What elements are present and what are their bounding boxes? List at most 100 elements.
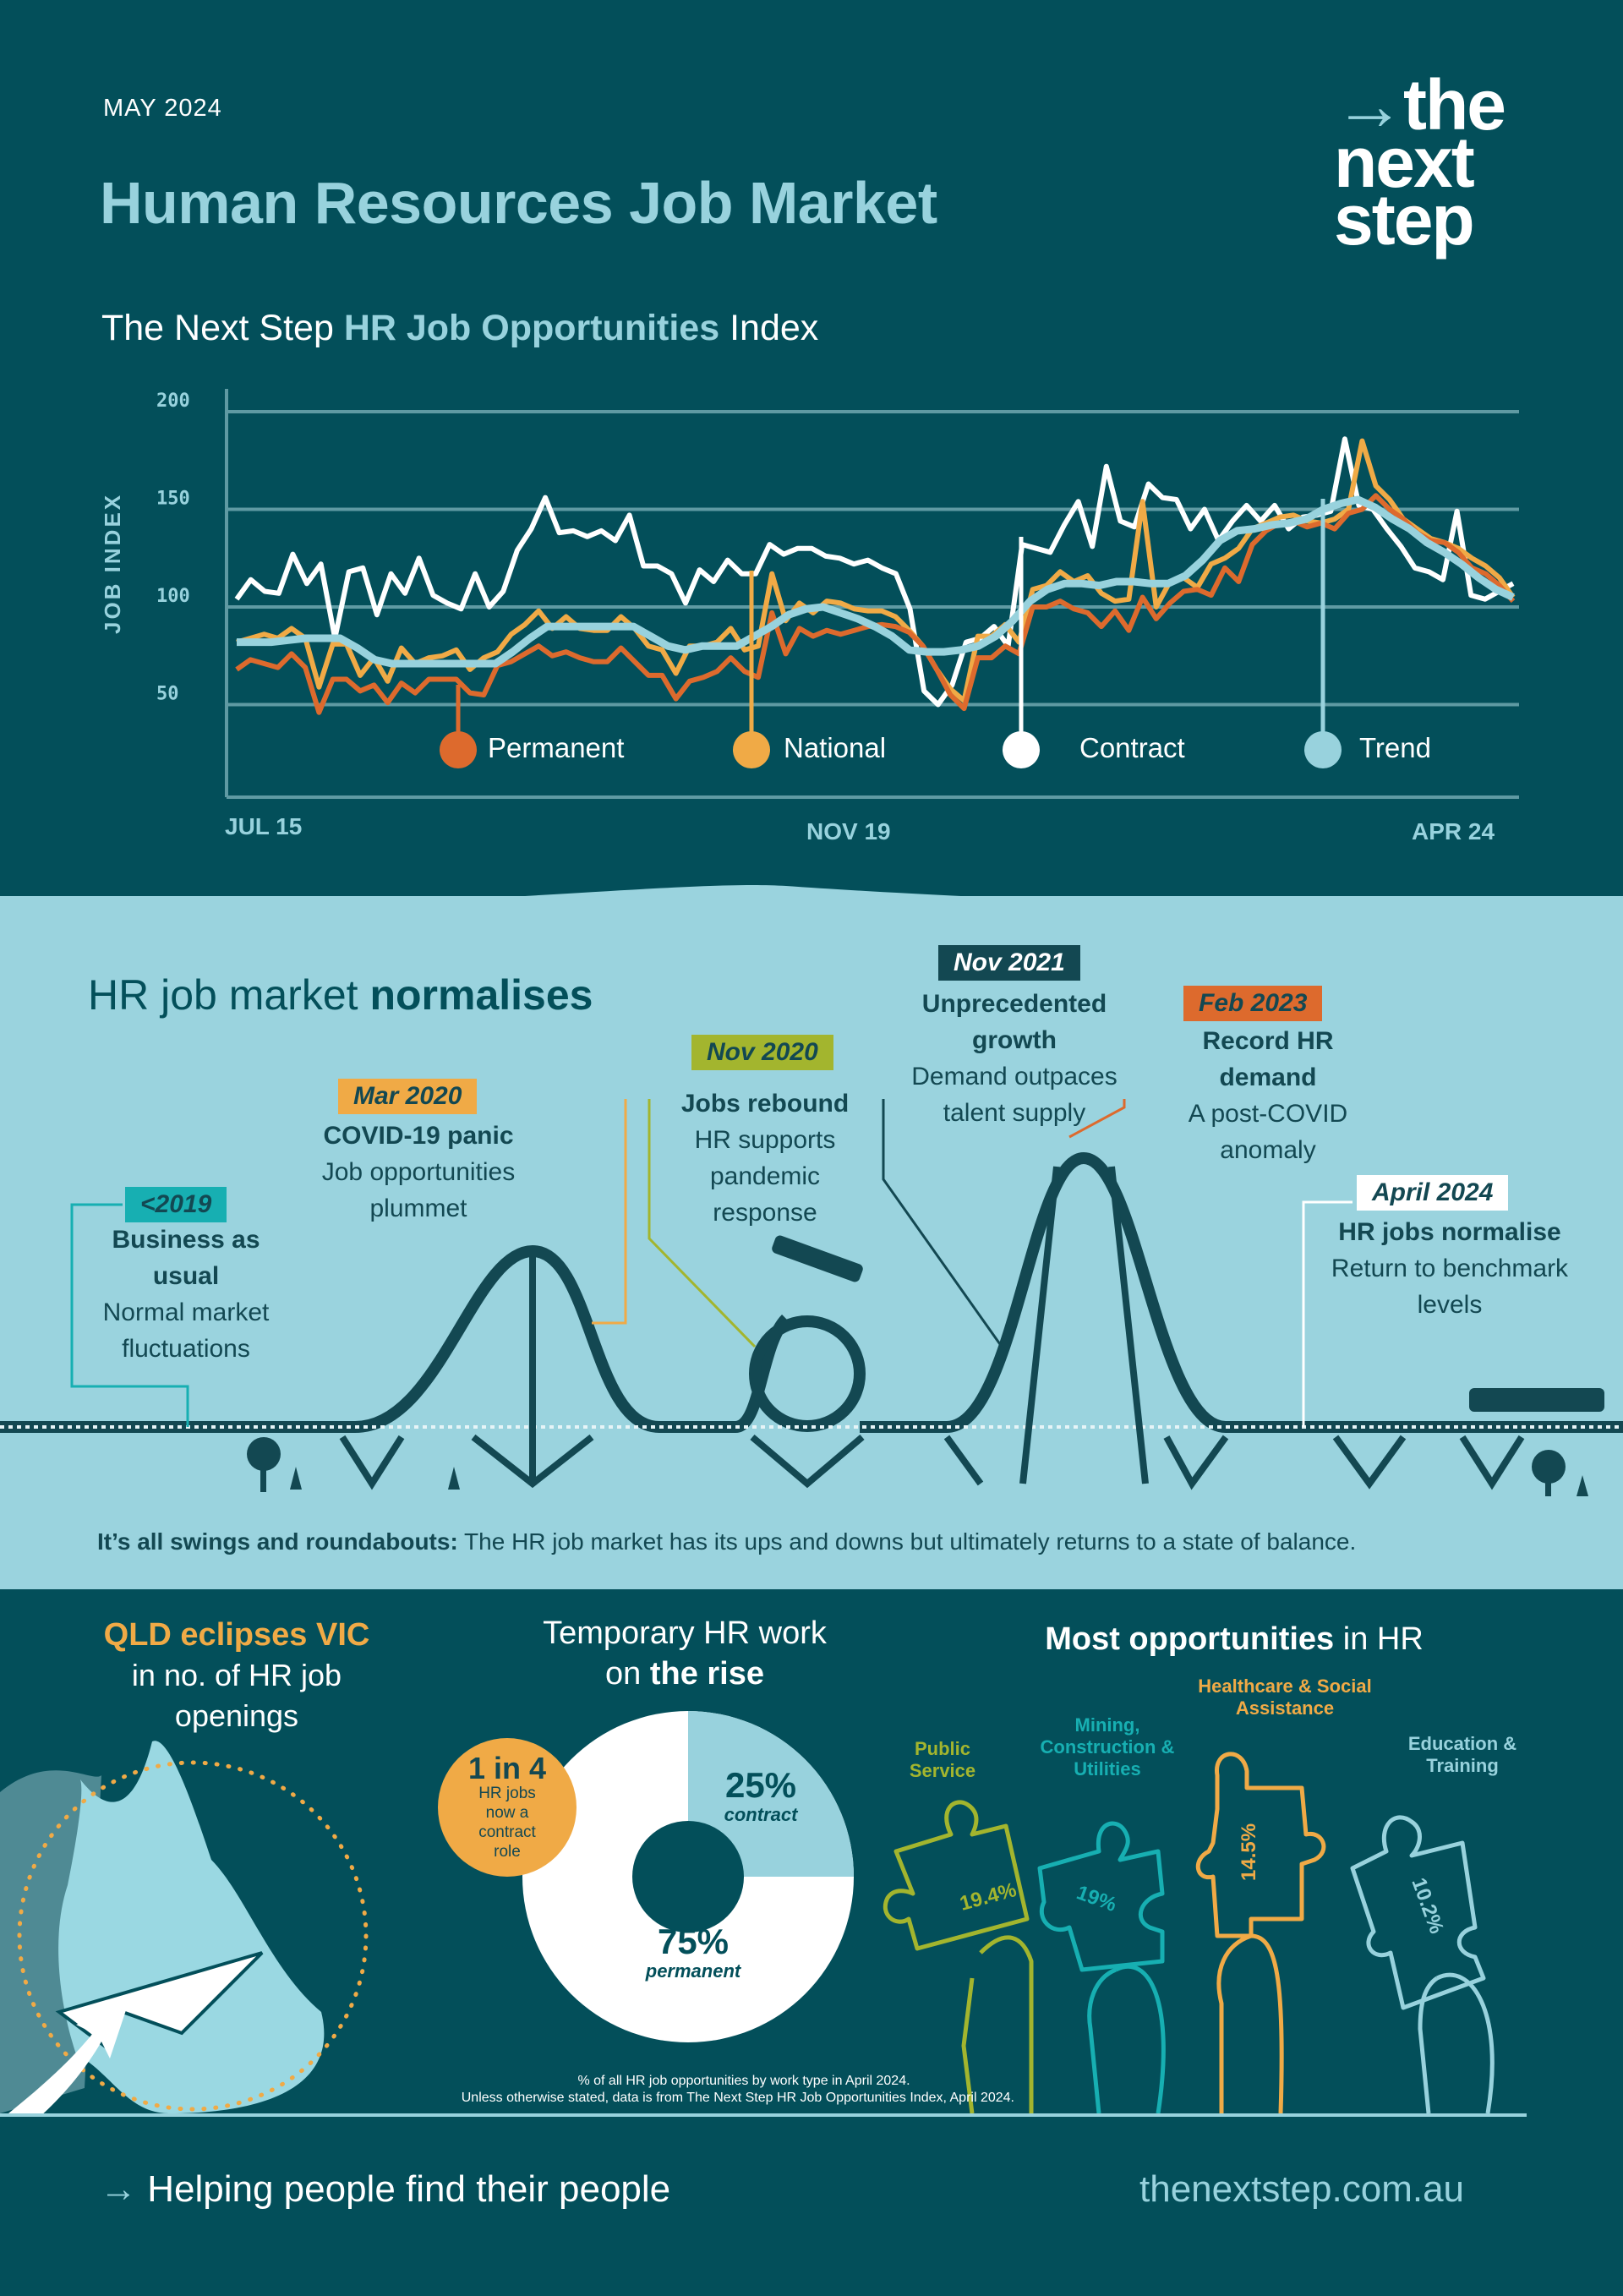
tagline-text: Helping people find their people bbox=[147, 2168, 671, 2210]
event-text: A post-COVID anomaly bbox=[1188, 1100, 1348, 1164]
logo-word: the bbox=[1403, 65, 1506, 145]
svg-text:50: 50 bbox=[156, 684, 179, 705]
chart-title: The Next Step HR Job Opportunities Index bbox=[101, 308, 818, 349]
puzzle-piece-mining bbox=[1037, 1821, 1165, 1972]
contract-pct: 25% bbox=[724, 1765, 797, 1805]
industry-label-healthcare: Healthcare & Social Assistance bbox=[1198, 1676, 1372, 1719]
event-text: Return to benchmark levels bbox=[1331, 1255, 1569, 1319]
australia-map-illustration bbox=[0, 1741, 369, 2113]
series-trend bbox=[237, 495, 1515, 668]
legend-trend: Trend bbox=[1359, 732, 1431, 763]
footnote-line1: % of all HR job opportunities by work ty… bbox=[577, 2074, 910, 2088]
report-date: MAY 2024 bbox=[103, 95, 222, 122]
x-tick-end: APR 24 bbox=[1412, 818, 1495, 845]
event-april-2024: HR jobs normalise Return to benchmark le… bbox=[1319, 1214, 1581, 1323]
roller-coaster-illustration bbox=[0, 1099, 1623, 1496]
event-tag-feb-2023: Feb 2023 bbox=[1183, 986, 1323, 1021]
event-tag-nov-2021: Nov 2021 bbox=[938, 945, 1080, 981]
puzzle-piece-public-service bbox=[883, 1800, 1030, 1951]
event-heading: Business as usual bbox=[112, 1226, 260, 1290]
donut-contract-slice bbox=[688, 1711, 854, 1877]
website-link[interactable]: thenextstep.com.au bbox=[1139, 2168, 1465, 2210]
contract-label: contract bbox=[724, 1804, 798, 1825]
caption-text: The HR job market has its ups and downs … bbox=[457, 1528, 1357, 1555]
logo-word: step bbox=[1334, 180, 1475, 260]
upward-arrow-icon bbox=[8, 2008, 127, 2113]
event-heading: COVID-19 panic bbox=[323, 1122, 514, 1150]
qld-headline: QLD eclipses VIC bbox=[103, 1617, 370, 1653]
puzzle-piece-healthcare bbox=[1195, 1752, 1326, 1938]
industry-value-healthcare: 14.5% bbox=[1238, 1823, 1260, 1881]
footer-divider bbox=[0, 2113, 1527, 2117]
event-feb-2023: Record HR demand A post-COVID anomaly bbox=[1167, 1023, 1369, 1168]
page-title: Human Resources Job Market bbox=[100, 170, 937, 236]
permanent-label: permanent bbox=[645, 1960, 741, 1982]
industries-title-bold: Most opportunities bbox=[1045, 1621, 1335, 1657]
permanent-pct: 75% bbox=[657, 1922, 730, 1961]
event-heading: Jobs rebound bbox=[680, 1090, 850, 1118]
donut-hole bbox=[632, 1821, 744, 1932]
event-heading: HR jobs normalise bbox=[1338, 1218, 1561, 1246]
qld-section-heading: QLD eclipses VIC in no. of HR job openin… bbox=[76, 1615, 397, 1736]
event-text: Normal market fluctuations bbox=[102, 1298, 270, 1363]
chart-gridlines bbox=[227, 410, 1519, 707]
event-heading: Unprecedented growth bbox=[921, 990, 1107, 1054]
industry-value-mining: 19% bbox=[1074, 1881, 1119, 1916]
industries-heading: Most opportunities in HR bbox=[997, 1619, 1471, 1659]
footer-tagline: → Helping people find their people bbox=[100, 2168, 670, 2211]
puzzle-piece-education bbox=[1350, 1815, 1486, 2010]
temp-work-title-line1: Temporary HR work bbox=[543, 1615, 827, 1651]
event-nov-2020: Jobs rebound HR supports pandemic respon… bbox=[655, 1085, 875, 1231]
one-in-four-badge: 1 in 4 HR jobs now a contract role bbox=[438, 1738, 577, 1877]
industry-label-mining: Mining, Construction & Utilities bbox=[1040, 1714, 1175, 1779]
permanent-share: 75% permanent bbox=[609, 1923, 778, 1982]
industry-value-public-service: 19.4% bbox=[958, 1878, 1019, 1916]
timeline-title-pre: HR job market bbox=[88, 971, 370, 1019]
chart-title-pre: The Next Step bbox=[101, 308, 344, 348]
event-nov-2021: Unprecedented growth Demand outpaces tal… bbox=[888, 986, 1141, 1131]
event-text: HR supports pandemic response bbox=[694, 1126, 836, 1227]
brand-logo: →the next step bbox=[1334, 69, 1554, 260]
event-mar-2020: COVID-19 panic Job opportunities plummet bbox=[287, 1118, 549, 1227]
svg-text:100: 100 bbox=[156, 586, 190, 607]
footnote-line2: Unless otherwise stated, data is from Th… bbox=[461, 2091, 1014, 2105]
event-tag-pre-2019: <2019 bbox=[125, 1187, 227, 1222]
legend-permanent: Permanent bbox=[488, 732, 625, 763]
event-tag-mar-2020: Mar 2020 bbox=[338, 1079, 478, 1114]
legend-national: National bbox=[784, 732, 887, 763]
event-tag-nov-2020: Nov 2020 bbox=[691, 1035, 833, 1070]
event-text: Demand outpaces talent supply bbox=[911, 1063, 1118, 1127]
event-text: Job opportunities plummet bbox=[321, 1158, 516, 1222]
puzzle-hands-illustration: 19.4% 19% 14.5% 10.2% bbox=[883, 1752, 1495, 2113]
industry-label-education: Education & Training bbox=[1407, 1733, 1517, 1776]
badge-text: HR jobs now a contract role bbox=[478, 1785, 536, 1861]
caption-bold: It’s all swings and roundabouts: bbox=[97, 1528, 458, 1555]
timeline-title-bold: normalises bbox=[369, 971, 593, 1019]
arrow-icon: → bbox=[100, 2168, 137, 2210]
event-heading: Record HR demand bbox=[1202, 1027, 1334, 1091]
timeline-title: HR job market normalises bbox=[88, 970, 593, 1020]
work-type-donut-chart bbox=[522, 1711, 854, 2042]
chart-title-post: Index bbox=[719, 308, 819, 348]
footnotes: % of all HR job opportunities by work ty… bbox=[321, 2073, 1014, 2107]
industry-value-education: 10.2% bbox=[1407, 1875, 1448, 1937]
svg-text:200: 200 bbox=[156, 391, 190, 412]
job-index-line-chart: 50 100 150 200 bbox=[156, 389, 1519, 799]
legend-contract: Contract bbox=[1079, 732, 1185, 763]
badge-headline: 1 in 4 bbox=[467, 1751, 547, 1785]
qld-subtext: in no. of HR job openings bbox=[131, 1658, 342, 1733]
event-tag-april-2024: April 2024 bbox=[1357, 1175, 1509, 1211]
industries-title-post: in HR bbox=[1334, 1621, 1424, 1657]
timeline-caption: It’s all swings and roundabouts: The HR … bbox=[97, 1528, 1356, 1555]
event-pre-2019: Business as usual Normal market fluctuat… bbox=[80, 1222, 292, 1367]
arrow-icon: → bbox=[1334, 65, 1405, 145]
timeline-section bbox=[0, 896, 1623, 1589]
x-tick-start: JUL 15 bbox=[225, 813, 303, 839]
x-tick-mid: NOV 19 bbox=[806, 818, 891, 845]
contract-share: 25% contract bbox=[693, 1767, 828, 1826]
svg-text:150: 150 bbox=[156, 489, 190, 510]
logo-word: next bbox=[1334, 123, 1475, 202]
temp-work-heading: Temporary HR work on the rise bbox=[473, 1613, 896, 1694]
temp-work-title-pre: on bbox=[605, 1656, 650, 1692]
chart-title-bold: HR Job Opportunities bbox=[343, 308, 720, 348]
